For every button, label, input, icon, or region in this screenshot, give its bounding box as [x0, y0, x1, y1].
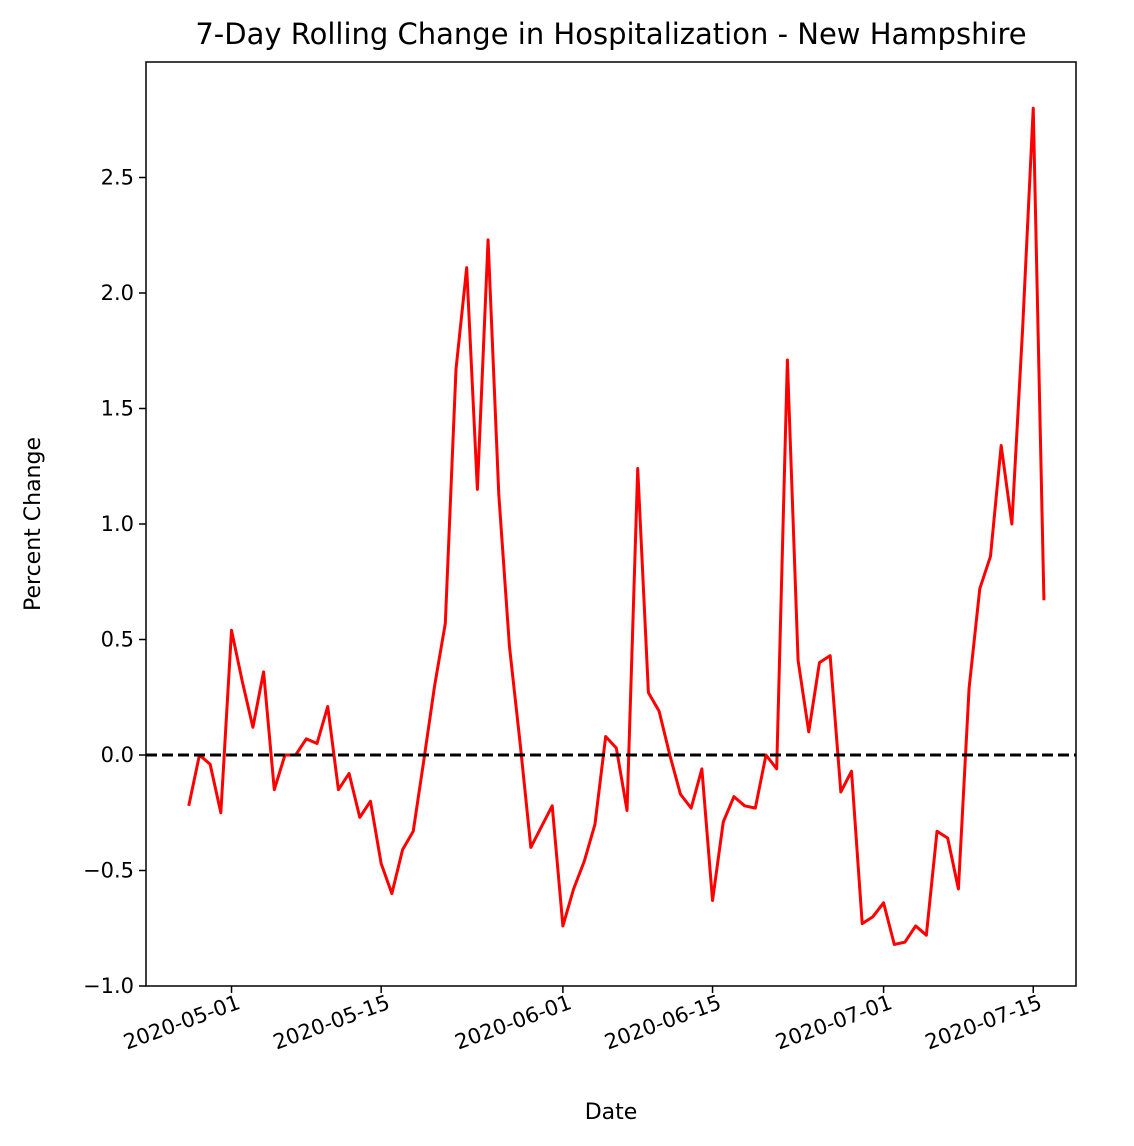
x-tick-label: 2020-07-15	[922, 990, 1045, 1054]
x-tick-label: 2020-05-15	[270, 990, 393, 1054]
y-tick-label: −1.0	[83, 974, 134, 998]
x-tick-label: 2020-07-01	[772, 990, 895, 1054]
x-axis: 2020-05-01 2020-05-15 2020-06-01 2020-06-15…	[120, 986, 1045, 1054]
chart-title: 7-Day Rolling Change in Hospitalization …	[195, 17, 1026, 51]
series-line-0	[187, 106, 1046, 946]
y-tick-label: −0.5	[83, 859, 134, 883]
x-tick-label: 2020-05-01	[120, 990, 243, 1054]
x-tick-label: 2020-06-01	[452, 990, 575, 1054]
y-tick-label: 1.5	[101, 397, 134, 421]
plot-area	[146, 106, 1076, 946]
x-tick-label: 2020-06-15	[601, 990, 724, 1054]
y-tick-label: 0.5	[101, 628, 134, 652]
y-tick-label: 2.0	[101, 281, 134, 305]
x-axis-label: Date	[585, 1100, 638, 1125]
y-tick-label: 2.5	[101, 166, 134, 190]
y-tick-label: 0.0	[101, 743, 134, 767]
y-tick-label: 1.0	[101, 512, 134, 536]
y-axis: −1.0 −0.5 0.0 0.5 1.0 1.5 2.0 2.5	[83, 166, 146, 998]
y-axis-label: Percent Change	[21, 437, 46, 611]
